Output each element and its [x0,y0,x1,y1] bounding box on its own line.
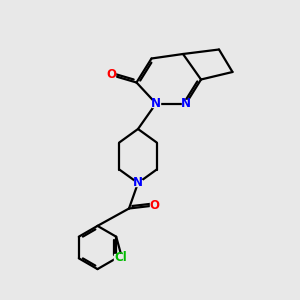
Bar [182,100,190,107]
Text: N: N [151,97,161,110]
Text: N: N [133,176,143,190]
Text: N: N [181,97,191,110]
Text: O: O [106,68,116,82]
Text: Cl: Cl [114,251,127,264]
Bar [134,180,142,186]
Bar [114,254,128,261]
Bar [150,202,159,209]
Bar [107,72,115,78]
Bar [152,100,160,107]
Text: O: O [149,199,160,212]
